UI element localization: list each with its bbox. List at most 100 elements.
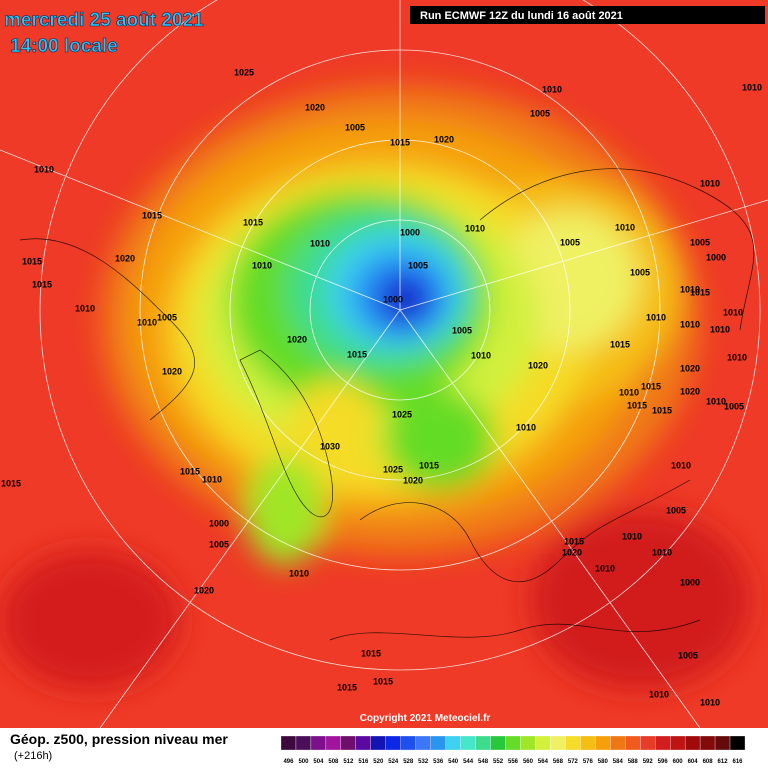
isobar-label: 1010	[471, 350, 491, 360]
legend-label: 528	[403, 759, 414, 765]
copyright: Copyright 2021 Meteociel.fr	[360, 713, 491, 724]
isobar-label: 1000	[383, 294, 403, 304]
legend-label: 556	[508, 759, 519, 765]
legend-swatch	[640, 735, 656, 751]
legend-swatch	[475, 735, 491, 751]
isobar-label: 1010	[671, 460, 691, 470]
isobar-label: 1010	[595, 563, 615, 573]
isobar-label: 1015	[1, 478, 21, 488]
legend-swatch	[565, 735, 581, 751]
legend-label: 604	[688, 759, 699, 765]
isobar-label: 1015	[390, 137, 410, 147]
legend-swatch	[460, 735, 476, 751]
isobar-label: 1010	[680, 319, 700, 329]
isobar-label: 1005	[724, 401, 744, 411]
isobar-label: 1010	[700, 178, 720, 188]
isobar-label: 1005	[690, 237, 710, 247]
isobar-label: 1005	[408, 260, 428, 270]
legend-swatch	[325, 735, 342, 751]
legend-label: 596	[658, 759, 669, 765]
isobar-label: 1005	[530, 108, 550, 118]
legend-label: 544	[463, 759, 474, 765]
isobar-label: 1010	[252, 260, 272, 270]
legend-swatch	[580, 735, 596, 751]
legend-swatch	[295, 735, 312, 751]
isobar-label: 1020	[680, 363, 700, 373]
legend-label: 568	[553, 759, 564, 765]
legend-label: 608	[703, 759, 714, 765]
isobar-label: 1010	[465, 223, 485, 233]
legend-swatch	[655, 735, 671, 751]
isobar-label: 1015	[610, 339, 630, 349]
isobar-label: 1020	[194, 585, 214, 595]
legend-swatch	[550, 735, 566, 751]
isobar-label: 1010	[137, 317, 157, 327]
legend-label: 496	[283, 759, 294, 765]
isobar-label: 1000	[400, 227, 420, 237]
isobar-label: 1010	[723, 307, 743, 317]
isobar-label: 1015	[361, 648, 381, 658]
legend-label: 572	[568, 759, 579, 765]
legend-label: 600	[673, 759, 684, 765]
legend-label: 552	[493, 759, 504, 765]
isobar-label: 1020	[287, 334, 307, 344]
isobar-label: 1030	[320, 441, 340, 451]
legend-label: 616	[733, 759, 744, 765]
isobar-label: 1010	[700, 697, 720, 707]
forecast-date: mercredi 25 août 2021	[4, 10, 204, 31]
isobar-label: 1020	[434, 134, 454, 144]
isobar-label: 1005	[630, 267, 650, 277]
legend-swatch	[625, 735, 641, 751]
legend-swatch	[595, 735, 611, 751]
isobar-label: 1020	[403, 475, 423, 485]
isobar-label: 1010	[706, 396, 726, 406]
legend-swatch	[520, 735, 536, 751]
legend-label: 532	[418, 759, 429, 765]
isobar-label: 1010	[619, 387, 639, 397]
legend-swatch	[415, 735, 431, 751]
legend-label: 516	[358, 759, 369, 765]
isobar-label: 1005	[345, 122, 365, 132]
isobar-label: 1015	[243, 217, 263, 227]
isobar-label: 1005	[560, 237, 580, 247]
isobar-label: 1015	[32, 279, 52, 289]
isobar-label: 1020	[528, 360, 548, 370]
legend-label: 524	[388, 759, 399, 765]
isobar-label: 1005	[157, 312, 177, 322]
isobar-label: 1010	[310, 238, 330, 248]
isobar-label: 1010	[622, 531, 642, 541]
isobar-label: 1010	[652, 547, 672, 557]
legend-swatch	[340, 735, 356, 751]
legend-label: 592	[643, 759, 654, 765]
isobar-label: 1025	[392, 409, 412, 419]
isobar-label: 1025	[234, 67, 254, 77]
legend-swatch	[445, 735, 461, 751]
isobar-label: 1020	[115, 253, 135, 263]
legend-label: 500	[298, 759, 309, 765]
isobar-label: 1010	[202, 474, 222, 484]
legend-label: 584	[613, 759, 624, 765]
isobar-label: 1015	[373, 676, 393, 686]
isobar-label: 1015	[180, 466, 200, 476]
legend-swatch	[699, 735, 716, 751]
isobar-label: 1010	[649, 689, 669, 699]
isobar-label: 1015	[22, 256, 42, 266]
legend-label: 576	[583, 759, 594, 765]
isobar-label: 1015	[627, 400, 647, 410]
isobar-label: 1000	[706, 252, 726, 262]
legend-swatch	[430, 735, 446, 751]
legend-label: 588	[628, 759, 639, 765]
lead-time: (+216h)	[14, 750, 52, 762]
legend-swatch	[670, 735, 686, 751]
legend-swatch	[610, 735, 626, 751]
legend-label: 536	[433, 759, 444, 765]
legend-swatch	[355, 735, 371, 751]
isobar-label: 1010	[680, 284, 700, 294]
legend-swatch	[535, 735, 551, 751]
run-box	[410, 6, 765, 24]
isobar-label: 1005	[209, 539, 229, 549]
isobar-label: 1005	[666, 505, 686, 515]
legend-swatch	[714, 735, 731, 751]
legend-swatch	[370, 735, 386, 751]
